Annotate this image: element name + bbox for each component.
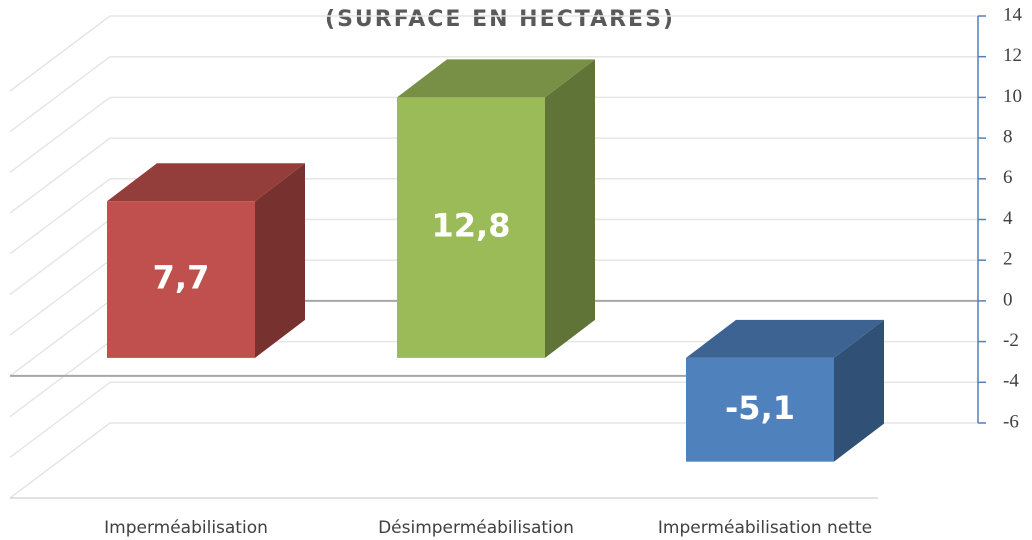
y-tick-label: 14 <box>1003 4 1023 25</box>
chart-title: (SURFACE EN HECTARES) <box>325 7 675 32</box>
y-tick-label: 2 <box>1003 249 1013 270</box>
value-label: 12,8 <box>432 207 511 245</box>
bar-top <box>397 59 595 98</box>
bar <box>686 357 834 462</box>
grid-line-side <box>9 381 111 458</box>
y-tick-label: 0 <box>1003 289 1013 310</box>
bar-top <box>686 319 884 358</box>
bar-side <box>255 163 305 358</box>
grid-line-side <box>9 178 111 255</box>
grid-line-side <box>9 15 111 92</box>
x-tick-label: Imperméabilisation <box>104 518 268 538</box>
grid-line-side <box>9 137 111 214</box>
x-tick-label: Désimperméabilisation <box>378 518 574 538</box>
x-tick-label: Imperméabilisation nette <box>658 518 872 538</box>
grid-line-side <box>9 218 111 296</box>
bar <box>107 201 255 358</box>
grid-line-side <box>9 422 111 499</box>
y-tick-label: -4 <box>1003 371 1019 392</box>
y-tick-label: 4 <box>1003 208 1013 229</box>
y-tick-label: -6 <box>1003 411 1019 432</box>
bar <box>397 97 545 358</box>
y-tick-label: 10 <box>1003 86 1022 107</box>
grid-line-side <box>9 341 111 418</box>
bar-top <box>107 163 305 202</box>
bar-side <box>545 59 595 358</box>
y-tick-label: 8 <box>1003 126 1013 147</box>
grid-line-side <box>9 96 111 173</box>
value-label: -5,1 <box>725 389 795 427</box>
y-tick-label: 12 <box>1003 45 1022 66</box>
grid-line-side <box>9 56 111 133</box>
grid-line-side <box>9 300 111 377</box>
y-tick-label: -2 <box>1003 330 1019 351</box>
grid-line-side <box>9 259 111 336</box>
y-tick-label: 6 <box>1003 167 1013 188</box>
bar-side <box>834 319 884 462</box>
value-label: 7,7 <box>153 259 210 297</box>
